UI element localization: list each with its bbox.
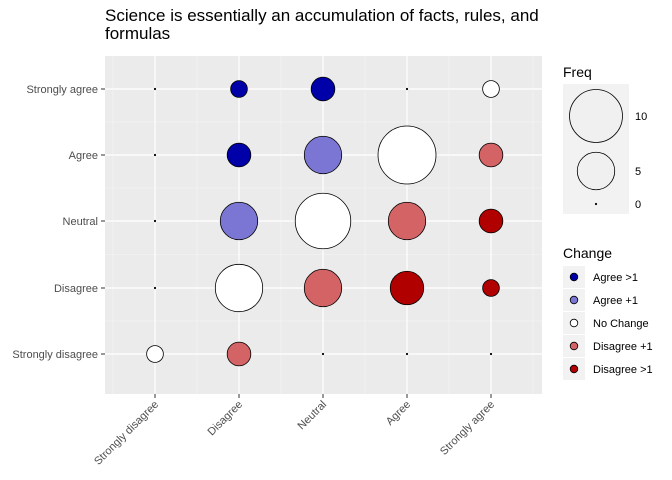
- data-point: [387, 201, 427, 241]
- x-tick-label: Agree: [384, 399, 413, 428]
- y-tick-label: Strongly agree: [26, 84, 98, 96]
- data-point: [377, 125, 437, 185]
- size-legend-symbol: [594, 202, 598, 206]
- x-tick-label: Strongly disagree: [92, 399, 161, 468]
- x-tick-label: Neutral: [296, 399, 330, 433]
- data-point: [482, 279, 500, 297]
- x-tick-label: Strongly agree: [438, 399, 497, 458]
- data-point: [482, 80, 500, 98]
- data-point: [303, 268, 343, 308]
- size-legend-label: 5: [635, 166, 641, 178]
- color-legend-label: Disagree +1: [593, 341, 653, 353]
- data-point: [303, 135, 343, 175]
- chart-title-line-1: Science is essentially an accumulation o…: [105, 6, 539, 25]
- y-tick-label: Disagree: [54, 283, 98, 295]
- data-point: [310, 76, 336, 102]
- data-point: [146, 345, 164, 363]
- data-point: [230, 80, 248, 98]
- data-point: [294, 192, 352, 250]
- size-legend-label: 0: [635, 199, 641, 211]
- size-legend-symbol: [576, 151, 616, 191]
- chart-title-line-2: formulas: [105, 24, 170, 43]
- data-point: [321, 352, 325, 356]
- color-legend-label: Agree >1: [593, 272, 638, 284]
- data-point: [226, 341, 252, 367]
- data-point: [219, 201, 259, 241]
- data-point: [478, 142, 504, 168]
- data-point: [489, 352, 493, 356]
- color-legend-symbol: [569, 318, 579, 328]
- data-point: [389, 270, 425, 306]
- size-legend-symbol: [569, 89, 623, 143]
- x-tick-label: Disagree: [206, 399, 246, 439]
- data-point: [153, 219, 157, 223]
- y-tick-label: Strongly disagree: [12, 349, 98, 361]
- data-point: [214, 263, 264, 313]
- x-axis-ticks: Strongly disagree Disagree Neutral Agree Str…: [92, 394, 497, 468]
- data-point: [153, 87, 157, 91]
- data-point: [405, 87, 409, 91]
- data-point: [478, 208, 504, 234]
- data-points: [146, 76, 504, 367]
- color-legend-symbol: [569, 295, 579, 305]
- y-tick-label: Neutral: [63, 216, 98, 228]
- color-legend-title: Change: [563, 245, 612, 261]
- color-legend-symbol: [569, 364, 579, 374]
- color-legend-label: Disagree >1: [593, 364, 653, 376]
- data-point: [226, 142, 252, 168]
- y-tick-label: Agree: [69, 150, 98, 162]
- color-legend: Agree >1 Agree +1 No Change Disagree +1 Disa…: [563, 266, 653, 380]
- size-legend-label: 10: [635, 111, 647, 123]
- color-legend-label: No Change: [593, 318, 649, 330]
- color-legend-symbol: [569, 341, 579, 351]
- data-point: [153, 286, 157, 290]
- size-legend: 10 5 0: [569, 89, 647, 211]
- y-axis-ticks: Strongly disagree Disagree Neutral Agree Str…: [12, 84, 105, 361]
- size-legend-title: Freq: [563, 64, 592, 80]
- color-legend-symbol: [569, 272, 579, 282]
- data-point: [405, 352, 409, 356]
- color-legend-label: Agree +1: [593, 295, 638, 307]
- data-point: [153, 153, 157, 157]
